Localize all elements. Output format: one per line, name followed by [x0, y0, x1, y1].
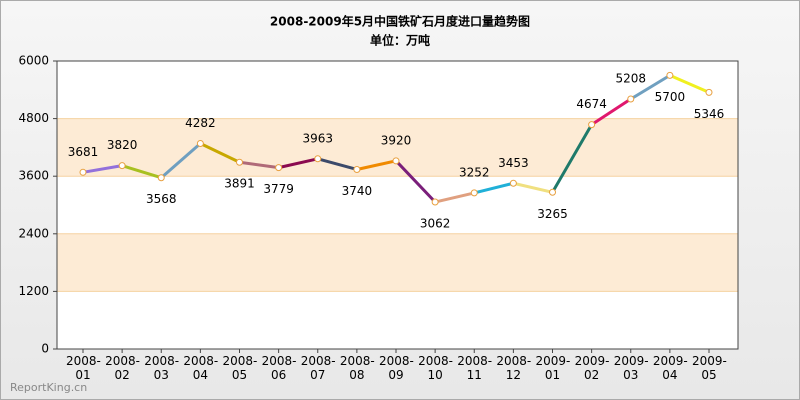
x-tick-label: 2008-10: [418, 354, 453, 382]
line-segment: [316, 157, 359, 171]
band: [57, 118, 738, 177]
line-segment: [551, 123, 594, 194]
data-label: 3568: [146, 192, 177, 206]
point: [431, 198, 439, 206]
line-segment: [629, 73, 672, 101]
x-tick-label: 2008-09: [379, 354, 414, 382]
data-label: 5346: [694, 107, 725, 121]
point: [314, 155, 322, 163]
line-segment: [238, 160, 281, 170]
x-tick-label: 2008-04: [183, 354, 219, 382]
point: [79, 168, 87, 176]
point: [509, 179, 517, 187]
data-label: 3963: [302, 131, 333, 145]
y-tick-label: 6000: [18, 54, 49, 68]
point: [588, 121, 596, 129]
x-tick-label: 2009-05: [692, 354, 727, 382]
chart-title: 2008-2009年5月中国铁矿石月度进口量趋势图: [270, 14, 530, 29]
data-label: 3740: [342, 184, 373, 198]
data-label: 5208: [615, 72, 646, 86]
data-label: 3920: [381, 133, 412, 147]
y-tick-label: 2400: [18, 226, 49, 240]
point: [157, 174, 165, 182]
x-tick-label: 2009-01: [535, 354, 571, 382]
y-tick-label: 1200: [18, 284, 49, 298]
line-segment: [120, 164, 163, 180]
x-tick-label: 2008-07: [300, 354, 336, 382]
y-tick-label: 3600: [18, 169, 49, 183]
point: [118, 162, 126, 170]
x-tick-label: 2008-02: [105, 354, 140, 382]
line-segment: [394, 159, 437, 204]
x-tick-label: 2009-04: [652, 354, 688, 382]
data-label: 3779: [263, 182, 294, 196]
line-segment: [277, 157, 320, 170]
chart-subtitle: 单位：万吨: [370, 33, 430, 48]
data-label: 3252: [459, 165, 490, 179]
data-label: 3453: [498, 156, 529, 170]
x-tick-label: 2008-01: [66, 354, 101, 382]
data-label: 3265: [537, 207, 568, 221]
x-tick-label: 2008-06: [261, 354, 297, 382]
point: [627, 95, 635, 103]
x-tick-label: 2008-03: [144, 354, 180, 382]
point: [196, 139, 204, 147]
point: [275, 164, 283, 172]
band: [57, 233, 738, 292]
line-segment: [511, 181, 554, 194]
watermark: ReportKing.cn: [10, 381, 87, 394]
plot-border: [56, 60, 739, 350]
x-tick-label: 2009-02: [574, 354, 610, 382]
x-tick-label: 2008-11: [457, 354, 493, 382]
plot-area: [57, 61, 738, 349]
data-label: 4282: [185, 116, 216, 130]
data-label: 5700: [655, 90, 686, 104]
data-label: 3891: [224, 177, 255, 191]
line-segment: [668, 73, 711, 94]
line-segment: [159, 141, 202, 180]
data-label: 3820: [107, 138, 138, 152]
x-tick-label: 2009-03: [613, 354, 649, 382]
line-segment: [472, 181, 515, 195]
point: [549, 188, 556, 196]
line-segment: [433, 191, 476, 204]
x-tick-label: 2008-12: [496, 354, 532, 382]
point: [236, 158, 243, 166]
y-tick-label: 4800: [18, 111, 49, 125]
y-tick-label: 0: [41, 342, 49, 356]
x-tick-label: 2008-08: [339, 354, 375, 382]
point: [470, 189, 478, 197]
line-segment: [355, 159, 398, 171]
line-segment: [198, 141, 241, 164]
point: [705, 88, 713, 96]
point: [392, 157, 400, 165]
data-label: 3062: [420, 217, 451, 231]
point: [666, 71, 674, 79]
line-segment: [590, 97, 633, 127]
point: [353, 165, 361, 173]
data-label: 3681: [68, 145, 99, 159]
x-tick-label: 2008-05: [222, 354, 258, 382]
line-segment: [81, 164, 124, 174]
data-label: 4674: [576, 97, 607, 111]
